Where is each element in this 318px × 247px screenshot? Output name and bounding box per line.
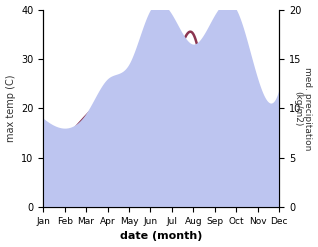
Y-axis label: med. precipitation
(kg/m2): med. precipitation (kg/m2) [293,67,313,150]
Y-axis label: max temp (C): max temp (C) [5,75,16,142]
X-axis label: date (month): date (month) [120,231,203,242]
